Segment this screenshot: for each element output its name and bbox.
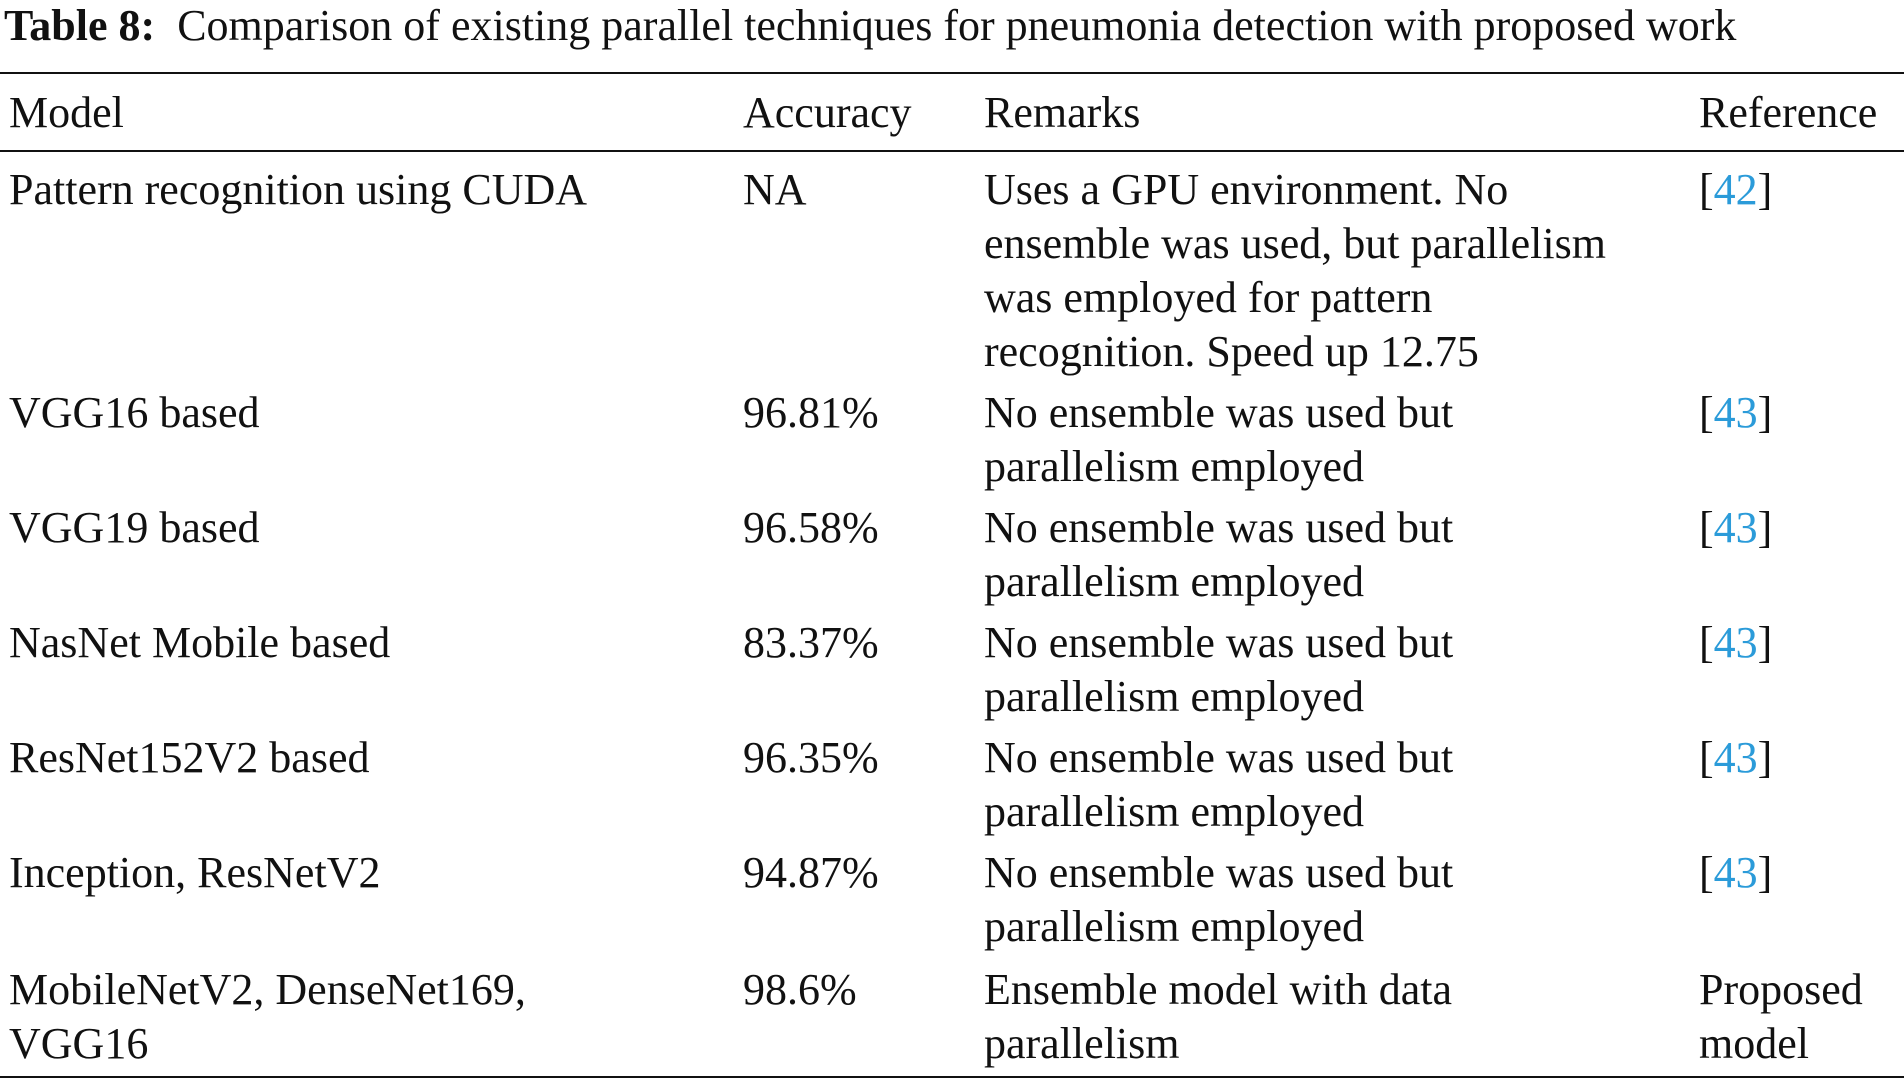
header-reference: Reference xyxy=(1699,88,1878,137)
reference-cell: [43] xyxy=(1699,501,1772,555)
citation-link[interactable]: 43 xyxy=(1713,503,1758,552)
remarks-cell: No ensemble was used but xyxy=(984,848,1454,897)
remarks-cell: ensemble was used, but parallelism xyxy=(984,219,1606,268)
top-rule xyxy=(0,72,1904,74)
remarks-cell: Ensemble model with data xyxy=(984,965,1452,1014)
table-caption: Table 8: Comparison of existing parallel… xyxy=(4,0,1904,52)
reference-cell: [43] xyxy=(1699,616,1772,670)
citation-link[interactable]: 43 xyxy=(1713,388,1758,437)
model-cell: ResNet152V2 based xyxy=(9,733,370,782)
citation-link[interactable]: 43 xyxy=(1713,733,1758,782)
accuracy-cell: 96.35% xyxy=(743,733,879,782)
open-bracket: [ xyxy=(1699,848,1714,897)
open-bracket: [ xyxy=(1699,388,1714,437)
accuracy-cell: 83.37% xyxy=(743,618,879,667)
citation-link[interactable]: 42 xyxy=(1713,165,1758,214)
accuracy-cell: NA xyxy=(743,165,807,214)
open-bracket: [ xyxy=(1699,618,1714,667)
model-cell: VGG16 based xyxy=(9,388,260,437)
accuracy-cell: 98.6% xyxy=(743,965,857,1014)
reference-cell: model xyxy=(1699,1019,1809,1068)
bottom-rule xyxy=(0,1076,1904,1078)
accuracy-cell: 96.58% xyxy=(743,503,879,552)
remarks-cell: Uses a GPU environment. No xyxy=(984,165,1509,214)
close-bracket: ] xyxy=(1757,848,1773,897)
close-bracket: ] xyxy=(1757,388,1773,437)
close-bracket: ] xyxy=(1757,503,1773,552)
open-bracket: [ xyxy=(1699,165,1714,214)
remarks-cell: No ensemble was used but xyxy=(984,503,1454,552)
model-cell: MobileNetV2, DenseNet169, xyxy=(9,965,526,1014)
model-cell: VGG16 xyxy=(9,1019,149,1068)
close-bracket: ] xyxy=(1757,733,1773,782)
reference-cell: [43] xyxy=(1699,731,1772,785)
model-cell: Pattern recognition using CUDA xyxy=(9,165,588,214)
reference-cell: [43] xyxy=(1699,846,1772,900)
table-caption-text: Comparison of existing parallel techniqu… xyxy=(177,1,1737,50)
accuracy-cell: 96.81% xyxy=(743,388,879,437)
accuracy-cell: 94.87% xyxy=(743,848,879,897)
remarks-cell: parallelism xyxy=(984,1019,1180,1068)
header-remarks: Remarks xyxy=(984,88,1141,137)
close-bracket: ] xyxy=(1757,165,1773,214)
model-cell: Inception, ResNetV2 xyxy=(9,848,381,897)
remarks-cell: was employed for pattern xyxy=(984,273,1433,322)
remarks-cell: No ensemble was used but xyxy=(984,388,1454,437)
remarks-cell: parallelism employed xyxy=(984,672,1364,721)
reference-cell: [43] xyxy=(1699,386,1772,440)
citation-link[interactable]: 43 xyxy=(1713,618,1758,667)
header-rule xyxy=(0,150,1904,152)
open-bracket: [ xyxy=(1699,503,1714,552)
open-bracket: [ xyxy=(1699,733,1714,782)
remarks-cell: parallelism employed xyxy=(984,902,1364,951)
remarks-cell: parallelism employed xyxy=(984,557,1364,606)
citation-link[interactable]: 43 xyxy=(1713,848,1758,897)
remarks-cell: No ensemble was used but xyxy=(984,618,1454,667)
remarks-cell: No ensemble was used but xyxy=(984,733,1454,782)
table-caption-label: Table 8: xyxy=(4,1,156,50)
close-bracket: ] xyxy=(1757,618,1773,667)
reference-cell: Proposed xyxy=(1699,965,1863,1014)
header-model: Model xyxy=(9,88,124,137)
remarks-cell: parallelism employed xyxy=(984,787,1364,836)
remarks-cell: parallelism employed xyxy=(984,442,1364,491)
model-cell: VGG19 based xyxy=(9,503,260,552)
header-accuracy: Accuracy xyxy=(743,88,912,137)
reference-cell: [42] xyxy=(1699,163,1772,217)
remarks-cell: recognition. Speed up 12.75 xyxy=(984,327,1479,376)
model-cell: NasNet Mobile based xyxy=(9,618,391,667)
